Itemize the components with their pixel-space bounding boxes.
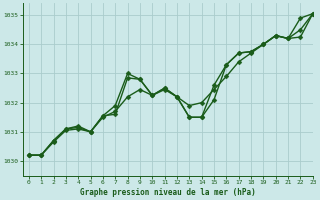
X-axis label: Graphe pression niveau de la mer (hPa): Graphe pression niveau de la mer (hPa)	[80, 188, 256, 197]
